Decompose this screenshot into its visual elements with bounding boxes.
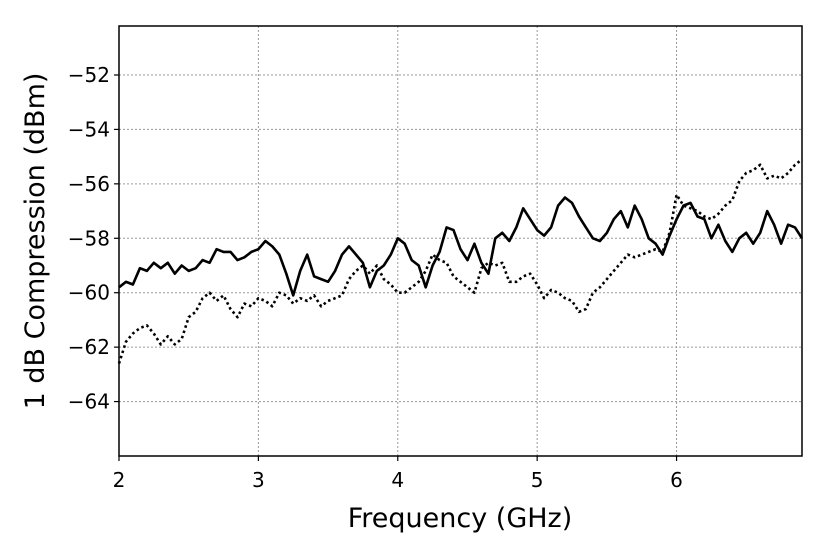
y-tick-label: −56 <box>68 172 110 196</box>
x-tick-label: 4 <box>391 468 404 492</box>
series-lines <box>117 158 804 364</box>
dotted-series-line <box>117 158 803 364</box>
x-axis-title: Frequency (GHz) <box>348 503 573 534</box>
solid-series-line <box>118 196 804 297</box>
y-axis-title: 1 dB Compression (dBm) <box>20 73 51 410</box>
x-tick-label: 2 <box>113 468 126 492</box>
plot-frame <box>118 25 803 457</box>
x-tick-label: 5 <box>531 468 544 492</box>
y-tick-label: −52 <box>68 63 110 87</box>
x-tick-label: 6 <box>670 468 683 492</box>
y-tick-label: −58 <box>68 226 110 250</box>
x-tick-label: 3 <box>252 468 265 492</box>
y-tick-label: −60 <box>68 281 110 305</box>
grid-lines <box>119 26 802 456</box>
axis-ticks: 2 3 4 5 6 −64 −62 −60 −58 −56 −54 −52 <box>68 63 683 492</box>
y-tick-label: −54 <box>68 117 110 141</box>
y-tick-label: −62 <box>68 335 110 359</box>
y-tick-label: −64 <box>68 390 110 414</box>
